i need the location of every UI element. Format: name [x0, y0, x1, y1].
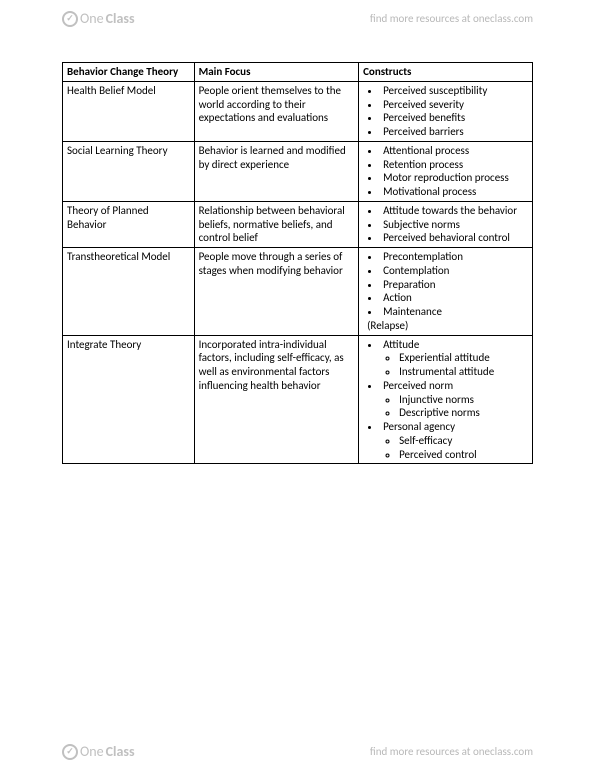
col-header-focus: Main Focus: [194, 63, 359, 82]
brand-logo-footer: ✓ OneClass: [62, 743, 135, 760]
cell-theory: Transtheoretical Model: [63, 248, 195, 336]
list-item-label: Perceived behavioral control: [383, 231, 510, 244]
header-link[interactable]: find more resources at oneclass.com: [370, 12, 533, 25]
list-item-label: Preparation: [383, 278, 435, 291]
sub-list: Self-efficacyPerceived control: [383, 434, 528, 462]
logo-text-one: One: [80, 10, 104, 27]
list-item: Motor reproduction process: [381, 171, 528, 185]
sub-list-item: Self-efficacy: [399, 434, 528, 448]
list-item-label: Action: [383, 291, 412, 304]
logo-text-class: Class: [106, 743, 135, 760]
list-item-label: Attentional process: [383, 144, 469, 157]
list-item: Perceived behavioral control: [381, 231, 528, 245]
cell-constructs: Perceived susceptibilityPerceived severi…: [359, 81, 533, 141]
table-row: Transtheoretical ModelPeople move throug…: [63, 248, 533, 336]
cell-theory: Theory of Planned Behavior: [63, 201, 195, 247]
cell-focus: People orient themselves to the world ac…: [194, 81, 359, 141]
list-item-label: Precontemplation: [383, 250, 463, 263]
list-item-label: Maintenance: [383, 305, 442, 318]
list-item-label: Perceived norm: [383, 379, 453, 392]
cell-focus: People move through a series of stages w…: [194, 248, 359, 336]
list-item: Perceived normInjunctive normsDescriptiv…: [381, 379, 528, 420]
check-icon: ✓: [62, 11, 78, 27]
list-item-label: Attitude towards the behavior: [383, 204, 517, 217]
list-item: Maintenance: [381, 305, 528, 319]
list-item: Perceived susceptibility: [381, 84, 528, 98]
list-item-label: Motor reproduction process: [383, 171, 509, 184]
list-item: AttitudeExperiential attitudeInstrumenta…: [381, 338, 528, 379]
brand-logo: ✓ OneClass: [62, 10, 135, 27]
sub-list-item: Descriptive norms: [399, 406, 528, 420]
list-item: Perceived barriers: [381, 125, 528, 139]
cell-focus: Relationship between behavioral beliefs,…: [194, 201, 359, 247]
list-item: Action: [381, 291, 528, 305]
sub-list-item: Instrumental attitude: [399, 365, 528, 379]
table-header-row: Behavior Change Theory Main Focus Constr…: [63, 63, 533, 82]
list-item: Subjective norms: [381, 218, 528, 232]
sub-list: Experiential attitudeInstrumental attitu…: [383, 351, 528, 379]
list-item: Attitude towards the behavior: [381, 204, 528, 218]
list-item: Retention process: [381, 158, 528, 172]
list-item: Attentional process: [381, 144, 528, 158]
footer-link[interactable]: find more resources at oneclass.com: [370, 745, 533, 758]
cell-theory: Health Belief Model: [63, 81, 195, 141]
list-item: Precontemplation: [381, 250, 528, 264]
constructs-list: Perceived susceptibilityPerceived severi…: [363, 84, 528, 139]
cell-constructs: Attitude towards the behaviorSubjective …: [359, 201, 533, 247]
list-item: Personal agencySelf-efficacyPerceived co…: [381, 420, 528, 461]
list-item-label: Perceived barriers: [383, 125, 464, 138]
list-item: Preparation: [381, 278, 528, 292]
cell-constructs: AttitudeExperiential attitudeInstrumenta…: [359, 335, 533, 464]
list-item-label: Perceived benefits: [383, 111, 465, 124]
constructs-list: PrecontemplationContemplationPreparation…: [363, 250, 528, 319]
cell-constructs: Attentional processRetention processMoto…: [359, 141, 533, 201]
cell-theory: Social Learning Theory: [63, 141, 195, 201]
list-item: Perceived severity: [381, 98, 528, 112]
list-item: Motivational process: [381, 185, 528, 199]
sub-list-item: Injunctive norms: [399, 393, 528, 407]
cell-focus: Incorporated intra-individual factors, i…: [194, 335, 359, 464]
page-header: ✓ OneClass find more resources at onecla…: [0, 0, 595, 37]
page-footer: ✓ OneClass find more resources at onecla…: [0, 733, 595, 770]
list-item-label: Motivational process: [383, 185, 476, 198]
list-item-label: Perceived susceptibility: [383, 84, 487, 97]
logo-text-class: Class: [106, 10, 135, 27]
list-item-label: Perceived severity: [383, 98, 464, 111]
document-body: Behavior Change Theory Main Focus Constr…: [62, 62, 533, 464]
list-item-label: Retention process: [383, 158, 463, 171]
list-item-label: Personal agency: [383, 420, 455, 433]
trailing-note: (Relapse): [363, 319, 528, 333]
check-icon: ✓: [62, 744, 78, 760]
list-item-label: Attitude: [383, 338, 419, 351]
constructs-list: Attentional processRetention processMoto…: [363, 144, 528, 199]
sub-list: Injunctive normsDescriptive norms: [383, 393, 528, 421]
constructs-list: Attitude towards the behaviorSubjective …: [363, 204, 528, 245]
cell-focus: Behavior is learned and modified by dire…: [194, 141, 359, 201]
constructs-list: AttitudeExperiential attitudeInstrumenta…: [363, 338, 528, 462]
list-item-label: Contemplation: [383, 264, 449, 277]
table-row: Integrate TheoryIncorporated intra-indiv…: [63, 335, 533, 464]
cell-theory: Integrate Theory: [63, 335, 195, 464]
theories-table: Behavior Change Theory Main Focus Constr…: [62, 62, 533, 464]
table-row: Theory of Planned BehaviorRelationship b…: [63, 201, 533, 247]
list-item-label: Subjective norms: [383, 218, 460, 231]
logo-text-one: One: [80, 743, 104, 760]
list-item: Perceived benefits: [381, 111, 528, 125]
table-row: Health Belief ModelPeople orient themsel…: [63, 81, 533, 141]
list-item: Contemplation: [381, 264, 528, 278]
cell-constructs: PrecontemplationContemplationPreparation…: [359, 248, 533, 336]
col-header-theory: Behavior Change Theory: [63, 63, 195, 82]
table-row: Social Learning TheoryBehavior is learne…: [63, 141, 533, 201]
col-header-constructs: Constructs: [359, 63, 533, 82]
sub-list-item: Perceived control: [399, 448, 528, 462]
sub-list-item: Experiential attitude: [399, 351, 528, 365]
